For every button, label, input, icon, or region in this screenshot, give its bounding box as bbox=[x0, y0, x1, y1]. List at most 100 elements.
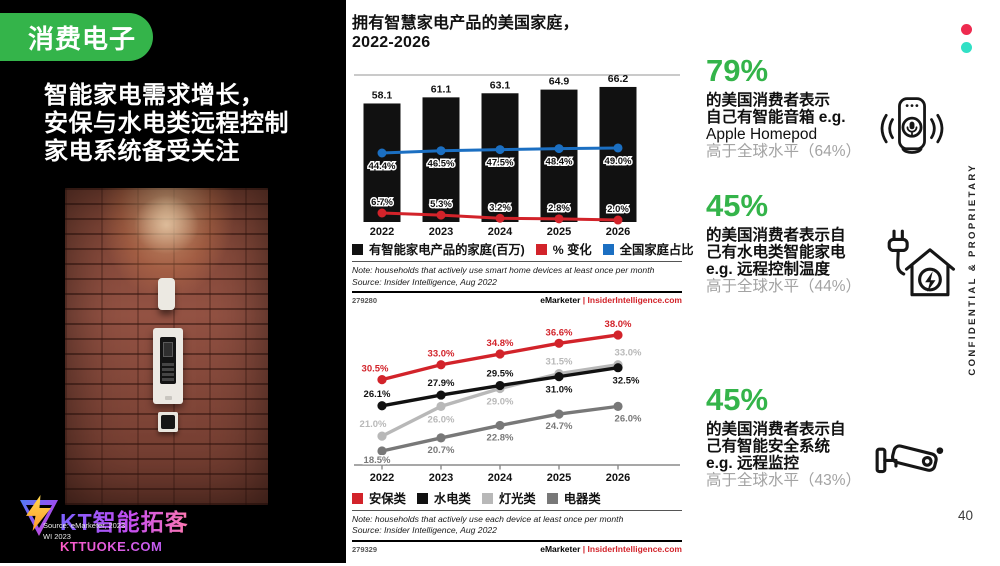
svg-text:31.0%: 31.0% bbox=[546, 385, 573, 396]
legend-swatch bbox=[481, 492, 493, 504]
headline-line: 安保与水电类远程控制 bbox=[44, 110, 289, 137]
svg-text:64.9: 64.9 bbox=[549, 76, 570, 88]
svg-text:38.0%: 38.0% bbox=[605, 319, 632, 330]
source-line: Source: Insider Intelligence, Aug 2022 bbox=[352, 525, 497, 536]
legend-item: 有智能家电产品的家庭(百万) bbox=[352, 240, 525, 258]
intercom-keypad bbox=[160, 337, 176, 384]
headline-line: 家电系统备受关注 bbox=[44, 138, 240, 165]
svg-text:6.7%: 6.7% bbox=[371, 197, 393, 208]
emarketer-label: eMarketer bbox=[540, 295, 581, 306]
stat-smart-speakers: 79% 的美国消费者表示 自己有智能音箱 e.g. Apple Homepod … bbox=[706, 55, 956, 168]
stat-text-line: e.g. 远程监控 bbox=[706, 455, 800, 472]
svg-text:29.5%: 29.5% bbox=[487, 369, 514, 380]
smart-speaker-icon bbox=[880, 97, 944, 154]
brand-name: KT智能拓客 bbox=[60, 503, 189, 537]
legend-swatch bbox=[352, 492, 363, 504]
svg-text:32.5%: 32.5% bbox=[613, 376, 640, 387]
svg-text:2024: 2024 bbox=[488, 226, 513, 238]
svg-text:2022: 2022 bbox=[370, 472, 394, 484]
category-badge: 消费电子 bbox=[0, 13, 153, 61]
svg-text:48.4%: 48.4% bbox=[546, 157, 573, 168]
svg-text:2025: 2025 bbox=[547, 226, 571, 238]
svg-text:22.8%: 22.8% bbox=[487, 433, 514, 444]
stat-text-line: 己有智能安全系统 bbox=[706, 438, 831, 455]
stat-text-line: 自己有智能音箱 e.g. bbox=[706, 109, 846, 126]
svg-text:46.5%: 46.5% bbox=[428, 159, 455, 170]
divider bbox=[352, 261, 682, 263]
legend-item: 水电类 bbox=[416, 489, 471, 507]
source-note-line: Source: eMarketer, 2023 bbox=[43, 521, 126, 530]
stat-text-line: 的美国消费者表示 bbox=[706, 92, 831, 109]
svg-text:2024: 2024 bbox=[488, 472, 513, 484]
smart-home-energy-icon bbox=[887, 229, 956, 297]
source-line: Source: Insider Intelligence, Aug 2022 bbox=[352, 276, 497, 287]
svg-text:27.9%: 27.9% bbox=[428, 378, 455, 389]
left-panel: 消费电子 智能家电需求增长， 安保与水电类远程控制 家电系统备受关注 Sourc… bbox=[0, 0, 346, 563]
chart2-legend: 安保类 水电类 灯光类 电器类 bbox=[352, 489, 682, 507]
svg-text:24.7%: 24.7% bbox=[546, 421, 573, 432]
chart1-footer: 279280 eMarketer | InsiderIntelligence.c… bbox=[352, 293, 682, 305]
chart2-note: Note: households that actively use each … bbox=[352, 514, 682, 536]
wall-sensor-device bbox=[158, 278, 175, 310]
svg-text:36.6%: 36.6% bbox=[546, 328, 573, 339]
chart1-note: Note: households that actively use smart… bbox=[352, 265, 682, 287]
insider-intelligence-link[interactable]: InsiderIntelligence.com bbox=[587, 295, 682, 306]
chart2-brand: eMarketer | InsiderIntelligence.com bbox=[540, 544, 682, 555]
svg-text:29.0%: 29.0% bbox=[487, 397, 514, 408]
svg-text:2023: 2023 bbox=[429, 472, 453, 484]
svg-text:31.5%: 31.5% bbox=[546, 357, 573, 368]
intercom-panel bbox=[153, 328, 183, 404]
deco-dot-teal bbox=[961, 42, 972, 53]
chart1-id: 279280 bbox=[352, 296, 378, 306]
svg-text:47.5%: 47.5% bbox=[487, 158, 514, 169]
source-note-line: WI 2023 bbox=[43, 531, 71, 541]
svg-text:66.2: 66.2 bbox=[608, 73, 629, 85]
deco-dot-red bbox=[961, 24, 972, 35]
chart1-legend: 有智能家电产品的家庭(百万) % 变化 全国家庭占比 bbox=[352, 240, 694, 258]
stat-text-line: 的美国消费者表示自 bbox=[706, 421, 846, 438]
svg-text:63.1: 63.1 bbox=[490, 80, 511, 92]
page-number: 40 bbox=[957, 508, 973, 523]
brick-wall-intercom-photo bbox=[65, 188, 268, 505]
chart1-brand: eMarketer | InsiderIntelligence.com bbox=[540, 295, 682, 306]
confidential-label: CONFIDENTIAL & PROPRIETARY bbox=[967, 163, 978, 376]
insider-intelligence-link[interactable]: InsiderIntelligence.com bbox=[587, 544, 682, 555]
svg-text:21.0%: 21.0% bbox=[360, 419, 387, 430]
stat-text-line: Apple Homepod bbox=[706, 126, 818, 143]
card-reader-device bbox=[158, 412, 178, 432]
svg-text:33.0%: 33.0% bbox=[615, 348, 642, 359]
svg-text:26.0%: 26.0% bbox=[615, 414, 642, 425]
svg-text:2026: 2026 bbox=[606, 226, 630, 238]
note-line: Note: households that actively use each … bbox=[352, 514, 624, 525]
stat-smart-security: 45% 的美国消费者表示自 己有智能安全系统 e.g. 远程监控 高于全球水平（… bbox=[706, 384, 956, 497]
chart-title-line: 拥有智慧家电产品的美国家庭， bbox=[352, 15, 579, 32]
svg-text:2025: 2025 bbox=[547, 472, 571, 484]
svg-text:18.5%: 18.5% bbox=[364, 455, 391, 466]
legend-swatch bbox=[602, 243, 614, 255]
svg-text:30.5%: 30.5% bbox=[362, 364, 389, 375]
svg-text:20.7%: 20.7% bbox=[428, 445, 455, 456]
chart-title-line: 2022-2026 bbox=[352, 34, 431, 52]
brand-site-link[interactable]: KTTUOKE.COM bbox=[60, 539, 189, 554]
chart2-footer: 279329 eMarketer | InsiderIntelligence.c… bbox=[352, 542, 682, 554]
legend-swatch bbox=[416, 492, 428, 504]
emarketer-label: eMarketer bbox=[540, 544, 581, 555]
charts-column: 拥有智慧家电产品的美国家庭， 2022-2026 58.1 61.1 63.1 64.… bbox=[352, 14, 694, 566]
stats-column: 79% 的美国消费者表示 自己有智能音箱 e.g. Apple Homepod … bbox=[706, 0, 956, 563]
svg-text:34.8%: 34.8% bbox=[487, 338, 514, 349]
svg-text:44.4%: 44.4% bbox=[369, 161, 396, 172]
legend-swatch bbox=[546, 492, 558, 504]
chart2-id: 279329 bbox=[352, 545, 378, 555]
wall-light-glow bbox=[125, 188, 208, 271]
chart-title: 拥有智慧家电产品的美国家庭， 2022-2026 bbox=[352, 14, 682, 52]
svg-text:33.0%: 33.0% bbox=[428, 349, 455, 360]
legend-item: 安保类 bbox=[352, 489, 406, 507]
svg-text:49.0%: 49.0% bbox=[605, 156, 632, 167]
svg-text:2023: 2023 bbox=[429, 226, 453, 238]
legend-item: 电器类 bbox=[546, 489, 601, 507]
stat-text-line: 的美国消费者表示自 bbox=[706, 227, 846, 244]
divider bbox=[352, 510, 682, 512]
device-category-usage-line-chart: 2022 2023 2024 2025 2026 18.5% 20.7% 22.8% 24.7%… bbox=[354, 318, 680, 484]
intercom-button bbox=[165, 396, 172, 400]
svg-text:3.2%: 3.2% bbox=[489, 203, 511, 214]
